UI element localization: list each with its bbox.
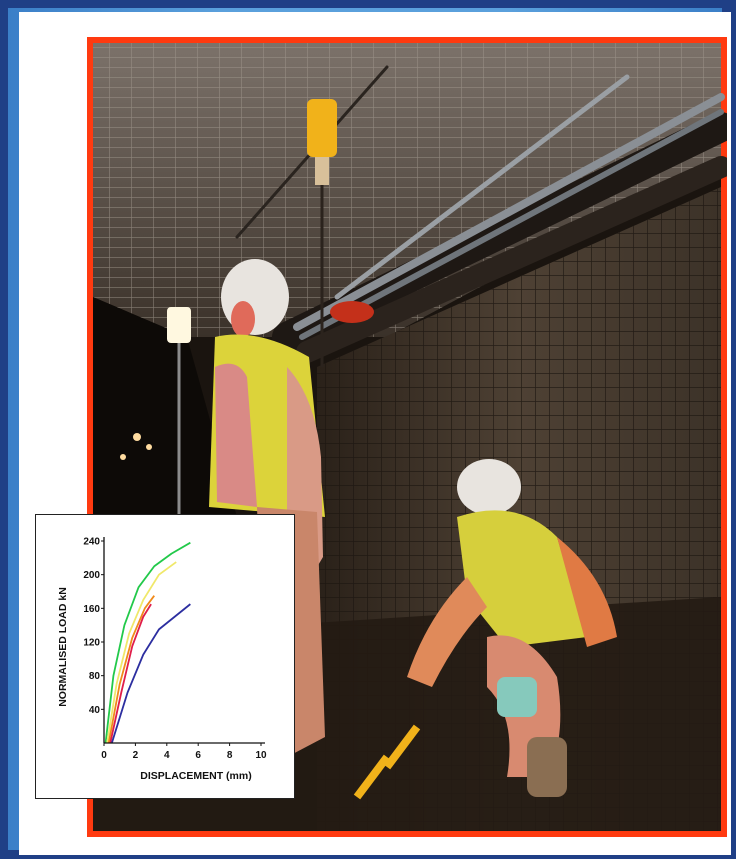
y-axis-label: NORMALISED LOAD kN <box>57 587 69 707</box>
x-tick-label: 10 <box>255 750 267 761</box>
x-tick-label: 8 <box>227 750 233 761</box>
x-tick-label: 2 <box>133 750 139 761</box>
x-tick-label: 0 <box>101 750 107 761</box>
y-tick-label: 160 <box>83 604 100 615</box>
series-line-5 <box>110 603 191 744</box>
y-tick-label: 200 <box>83 570 100 581</box>
series-line-4 <box>109 603 152 744</box>
series-line-3 <box>107 595 155 744</box>
y-tick-label: 240 <box>83 537 100 548</box>
mine-tunnel-photo <box>87 37 727 837</box>
chart-svg: 40 80 120 160 200 240 0 2 4 6 8 10 DISPLACEMENT (mm… <box>57 537 267 783</box>
x-axis-label: DISPLACEMENT (mm) <box>140 770 251 782</box>
series-line-1 <box>104 541 191 744</box>
series-line-2 <box>106 561 177 744</box>
load-displacement-chart: 40 80 120 160 200 240 0 2 4 6 8 10 DISPLACEMENT (mm… <box>35 514 295 799</box>
x-tick-label: 6 <box>195 750 201 761</box>
y-tick-label: 120 <box>83 638 100 649</box>
x-tick-label: 4 <box>164 750 170 761</box>
y-tick-label: 40 <box>89 705 101 716</box>
y-tick-label: 80 <box>89 671 101 682</box>
